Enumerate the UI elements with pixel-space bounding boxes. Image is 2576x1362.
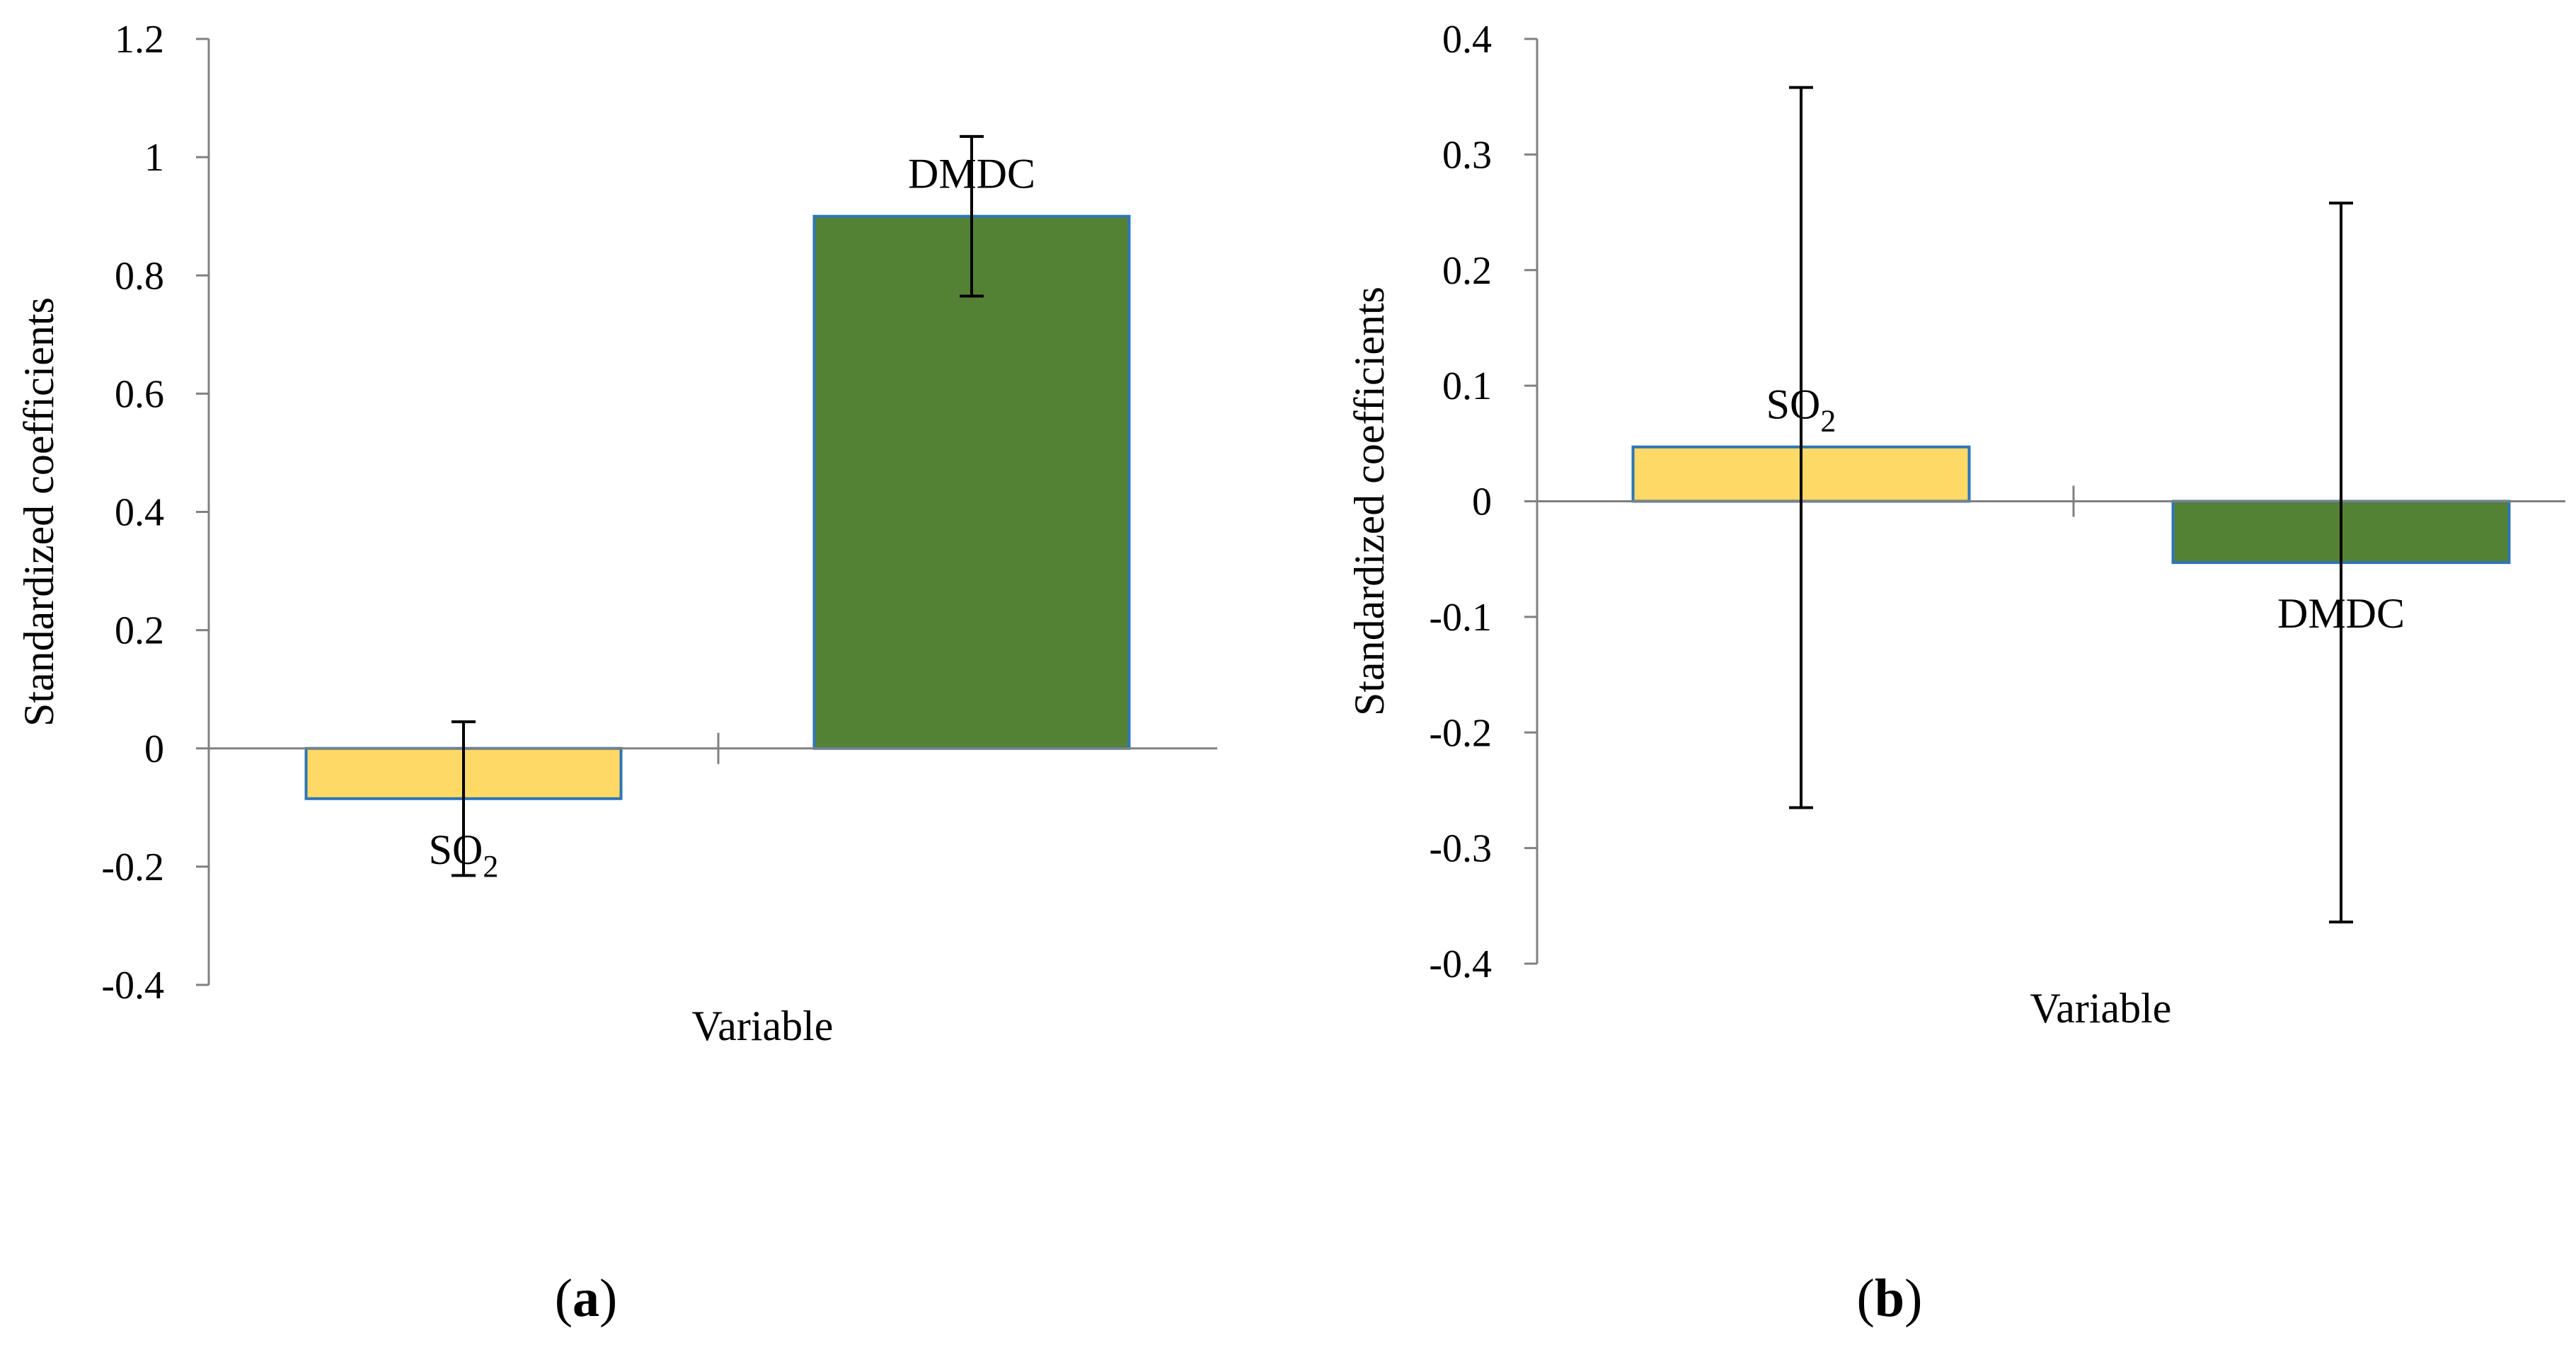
- panel-label: (b): [1857, 1269, 1923, 1328]
- y-tick-label: 0.6: [115, 372, 164, 416]
- panel-label-letter: b: [1875, 1269, 1904, 1328]
- panel-label-close-paren: ): [599, 1269, 617, 1328]
- y-tick-label: 1.2: [115, 18, 164, 62]
- y-tick-label: 0.3: [1442, 133, 1492, 177]
- error-bar-so2: [452, 720, 476, 877]
- y-tick-label: 0.1: [1442, 364, 1492, 408]
- y-tick-label: -0.4: [1429, 942, 1492, 986]
- y-axis-title: Standardized coefficients: [1346, 287, 1393, 716]
- error-bar-dmdc: [960, 134, 984, 298]
- y-tick-label: -0.3: [1429, 827, 1492, 871]
- y-tick-label: -0.4: [101, 964, 164, 1008]
- bar-label-main: SO: [1766, 381, 1821, 428]
- error-bar-so2: [1789, 86, 1813, 809]
- y-tick-label: 1: [144, 136, 164, 180]
- y-tick-label: -0.2: [1429, 711, 1492, 755]
- bar-label-main: SO: [429, 826, 483, 873]
- y-tick-label: 0.2: [115, 609, 164, 653]
- panel-label-close-paren: ): [1904, 1269, 1922, 1328]
- bar-label-dmdc: DMDC: [908, 151, 1035, 197]
- bar-dmdc: [812, 214, 1131, 750]
- bar-label-main: DMDC: [908, 151, 1035, 197]
- y-tick-label: -0.1: [1429, 596, 1492, 640]
- x-axis-title: Variable: [692, 1003, 834, 1049]
- panel-label-open-paren: (: [1857, 1269, 1875, 1328]
- chart-panel-a: -0.4 -0.2 0 0.2 0.4 0.6 0.8 1 1.2 SO2 DMDC Variable…: [16, 18, 1217, 1328]
- y-tick-label: 0.8: [115, 254, 164, 298]
- y-tick-label: 0: [1472, 480, 1492, 524]
- bar-label-subscript: 2: [483, 849, 498, 884]
- y-tick-label: 0.4: [1442, 18, 1492, 62]
- bar-label-main: DMDC: [2277, 590, 2405, 637]
- bar-label-dmdc: DMDC: [2277, 590, 2405, 637]
- y-axis-title: Standardized coefficients: [16, 297, 62, 727]
- panel-label-letter: a: [573, 1269, 599, 1328]
- chart-panel-b: -0.4 -0.3 -0.2 -0.1 0 0.1 0.2 0.3 0.4 SO2 DMDC Vari…: [1346, 18, 2565, 1328]
- y-tick-label: 0.4: [115, 491, 164, 535]
- bar-label-so2: SO2: [429, 826, 499, 884]
- error-bar-dmdc: [2329, 201, 2353, 924]
- bar-label-subscript: 2: [1820, 404, 1836, 439]
- y-tick-label: -0.2: [101, 846, 164, 889]
- panel-label: (a): [555, 1269, 618, 1328]
- y-tick-label: 0: [144, 727, 164, 771]
- panel-label-open-paren: (: [555, 1269, 573, 1328]
- bar-label-so2: SO2: [1766, 381, 1836, 439]
- x-axis-title: Variable: [2030, 985, 2172, 1032]
- y-tick-label: 0.2: [1442, 249, 1492, 293]
